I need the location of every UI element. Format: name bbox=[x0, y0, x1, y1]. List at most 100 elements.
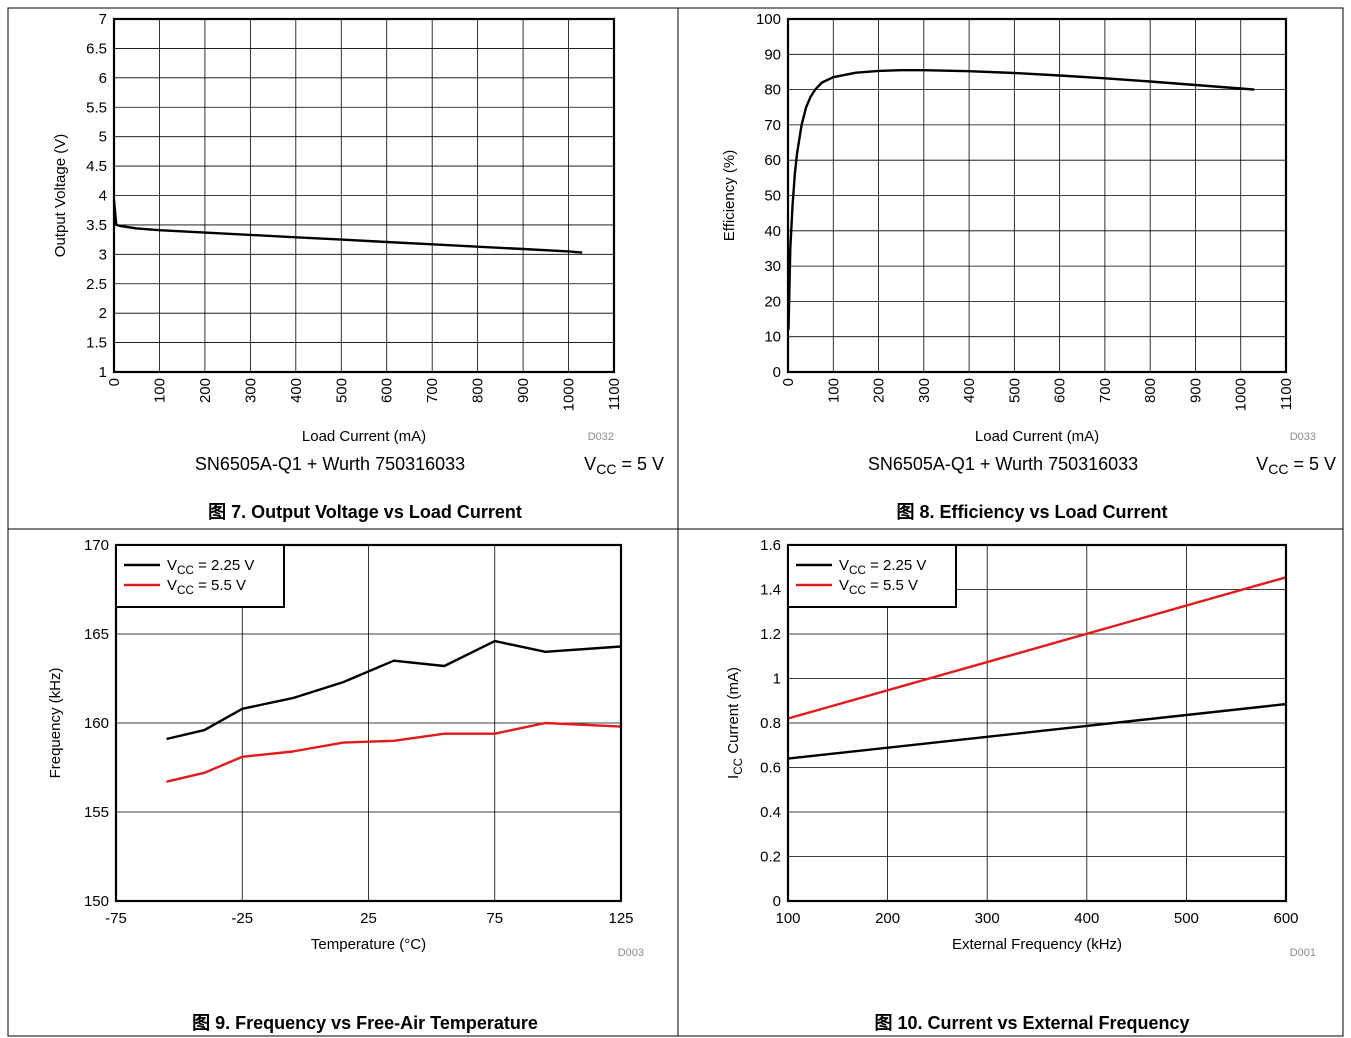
y-tick-label: 6.5 bbox=[86, 40, 107, 57]
y-tick-label: 1.5 bbox=[86, 335, 107, 352]
condition-vcc: VCC = 5 V bbox=[1256, 454, 1336, 477]
x-axis-label: Load Current (mA) bbox=[975, 428, 1099, 445]
y-tick-label: 2 bbox=[99, 305, 107, 322]
y-tick-label: 0.6 bbox=[760, 760, 781, 777]
y-tick-label: 80 bbox=[764, 82, 781, 99]
figure-caption: 图 10. Current vs External Frequency bbox=[874, 1013, 1189, 1033]
y-tick-label: 1 bbox=[99, 364, 107, 381]
y-tick-label: 5.5 bbox=[86, 99, 107, 116]
y-tick-label: 150 bbox=[84, 893, 109, 910]
y-axis-label: ICC Current (mA) bbox=[725, 667, 745, 779]
y-tick-label: 155 bbox=[84, 804, 109, 821]
y-tick-label: 10 bbox=[764, 329, 781, 346]
series-line-1 bbox=[166, 639, 622, 741]
y-tick-label: 1.4 bbox=[760, 582, 781, 599]
figure-code: D003 bbox=[618, 947, 644, 959]
legend-entry: VCC = 2.25 V bbox=[839, 557, 926, 577]
legend-entry: VCC = 5.5 V bbox=[167, 577, 246, 597]
y-tick-label: 1.2 bbox=[760, 626, 781, 643]
x-tick-label: 500 bbox=[1174, 910, 1199, 927]
series-line-1 bbox=[787, 69, 1255, 330]
y-axis-label: Output Voltage (V) bbox=[52, 134, 69, 257]
x-tick-label: 100 bbox=[775, 910, 800, 927]
chart-panel-4: 100 200 300 400 500 600 0 0.2 0.4 0.6 0.8 1 1.2 1.4 1.… bbox=[725, 537, 1316, 1033]
y-tick-label: 1.6 bbox=[760, 537, 781, 554]
x-tick-label: 1000 bbox=[561, 378, 578, 411]
y-tick-label: 0 bbox=[773, 893, 781, 910]
x-tick-label: 900 bbox=[1187, 378, 1204, 403]
x-tick-label: 300 bbox=[975, 910, 1000, 927]
x-tick-label: 800 bbox=[1142, 378, 1159, 403]
y-tick-label: 7 bbox=[99, 11, 107, 28]
figure-code: D001 bbox=[1290, 947, 1316, 959]
x-tick-label: 200 bbox=[871, 378, 888, 403]
y-tick-label: 90 bbox=[764, 46, 781, 63]
x-tick-label: 1100 bbox=[606, 378, 623, 410]
x-axis-label: Temperature (°C) bbox=[311, 936, 426, 953]
x-tick-label: 400 bbox=[961, 378, 978, 403]
x-axis-label: External Frequency (kHz) bbox=[952, 936, 1122, 953]
x-tick-label: 600 bbox=[1273, 910, 1298, 927]
y-tick-label: 0 bbox=[773, 364, 781, 381]
condition-vcc: VCC = 5 V bbox=[584, 454, 664, 477]
x-tick-label: 25 bbox=[360, 910, 377, 927]
legend-box bbox=[115, 544, 285, 608]
x-tick-label: -25 bbox=[231, 910, 253, 927]
x-tick-label: 300 bbox=[916, 378, 933, 403]
x-axis-label: Load Current (mA) bbox=[302, 428, 426, 445]
plot-frame bbox=[112, 17, 616, 374]
condition-device: SN6505A-Q1 + Wurth 750316033 bbox=[868, 454, 1138, 474]
plot-frame bbox=[786, 17, 1288, 374]
y-tick-label: 40 bbox=[764, 223, 781, 240]
x-tick-label: 400 bbox=[288, 378, 305, 403]
y-tick-label: 6 bbox=[99, 70, 107, 87]
y-tick-label: 70 bbox=[764, 117, 781, 134]
x-tick-label: 600 bbox=[379, 378, 396, 403]
outer-border bbox=[7, 7, 1344, 1037]
series-line-1 bbox=[112, 200, 583, 254]
x-tick-label: 500 bbox=[333, 378, 350, 403]
legend-box bbox=[787, 544, 957, 608]
x-tick-label: 100 bbox=[151, 378, 168, 403]
y-tick-label: 165 bbox=[84, 626, 109, 643]
x-tick-label: 300 bbox=[242, 378, 259, 403]
y-tick-label: 100 bbox=[756, 11, 781, 28]
x-tick-label: 900 bbox=[515, 378, 532, 403]
y-tick-label: 50 bbox=[764, 188, 781, 205]
series-line-1 bbox=[787, 702, 1287, 760]
condition-device: SN6505A-Q1 + Wurth 750316033 bbox=[195, 454, 465, 474]
x-tick-label: 700 bbox=[1097, 378, 1114, 403]
y-tick-label: 0.4 bbox=[760, 804, 781, 821]
x-tick-label: 500 bbox=[1006, 378, 1023, 403]
figure-code: D032 bbox=[588, 431, 614, 443]
plot-frame bbox=[114, 543, 623, 903]
y-axis-label: Efficiency (%) bbox=[721, 150, 738, 241]
x-tick-label: 1100 bbox=[1278, 378, 1295, 410]
y-tick-label: 60 bbox=[764, 152, 781, 169]
y-tick-label: 0.2 bbox=[760, 849, 781, 866]
plot-frame bbox=[786, 543, 1288, 903]
y-tick-label: 0.8 bbox=[760, 715, 781, 732]
x-tick-label: 600 bbox=[1052, 378, 1069, 403]
y-tick-label: 3.5 bbox=[86, 217, 107, 234]
x-tick-label: 0 bbox=[780, 378, 797, 386]
figure-code: D033 bbox=[1290, 431, 1316, 443]
y-tick-label: 160 bbox=[84, 715, 109, 732]
y-axis-label: Frequency (kHz) bbox=[47, 668, 64, 779]
x-tick-label: 200 bbox=[197, 378, 214, 403]
y-tick-label: 4.5 bbox=[86, 158, 107, 175]
chart-panel-2: 0 100 200 300 400 500 600 700 800 900 1000 1100 0 10 2… bbox=[721, 11, 1336, 522]
y-tick-label: 4 bbox=[99, 188, 107, 205]
x-tick-label: 400 bbox=[1074, 910, 1099, 927]
legend-entry: VCC = 5.5 V bbox=[839, 577, 918, 597]
figure-caption: 图 7. Output Voltage vs Load Current bbox=[208, 502, 522, 522]
legend-entry: VCC = 2.25 V bbox=[167, 557, 254, 577]
x-tick-label: 200 bbox=[875, 910, 900, 927]
x-tick-label: 800 bbox=[470, 378, 487, 403]
y-tick-label: 30 bbox=[764, 258, 781, 275]
series-line-2 bbox=[787, 576, 1287, 720]
